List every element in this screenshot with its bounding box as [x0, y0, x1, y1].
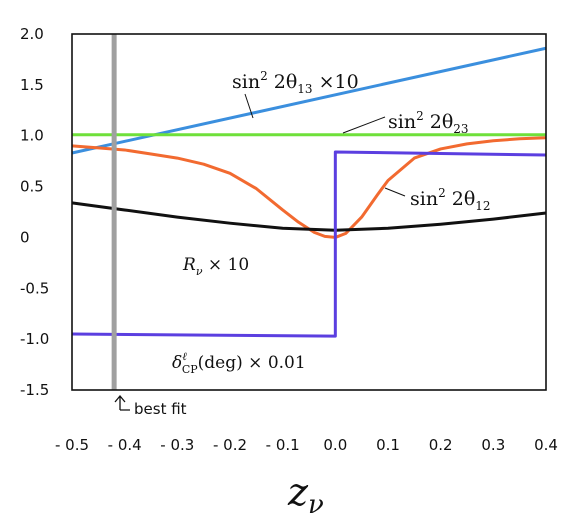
label-theta13: sin2 2θ13 ×10	[232, 69, 359, 119]
best-fit-annotation: best fit	[114, 394, 187, 418]
series-line-0	[71, 46, 547, 155]
series-layer	[71, 46, 547, 338]
series-line-4	[71, 150, 547, 338]
x-tick-label: 0.0	[323, 436, 347, 454]
series-line-2	[71, 136, 547, 239]
y-tick-label: 2.0	[20, 25, 44, 43]
label-r-nu: Rν × 10	[182, 255, 249, 278]
y-tick-labels: 2.0 1.5 1.0 0.5 0 -0.5 -1.0 -1.5	[20, 25, 49, 399]
plot-frame	[71, 33, 547, 391]
y-tick-label: -1.5	[20, 381, 49, 399]
series-line-3	[71, 201, 547, 232]
x-tick-label: - 0.3	[160, 436, 194, 454]
x-tick-label: 0.2	[429, 436, 453, 454]
x-tick-labels: - 0.5 - 0.4 - 0.3 - 0.2 - 0.1 0.0 0.1 0.2 0.3 0.4	[55, 436, 558, 454]
svg-text:sin2 2θ13 ×10: sin2 2θ13 ×10	[232, 69, 359, 96]
svg-text:sin2 2θ23: sin2 2θ23	[388, 109, 469, 136]
x-tick-label: 0.4	[534, 436, 558, 454]
y-tick-label: -1.0	[20, 330, 49, 348]
y-tick-label: 1.5	[20, 76, 44, 94]
best-fit-label: best fit	[134, 400, 187, 418]
x-tick-label: 0.1	[376, 436, 400, 454]
y-tick-label: 0.5	[20, 178, 44, 196]
label-theta12: sin2 2θ12	[384, 186, 491, 213]
label-theta23: sin2 2θ23	[342, 109, 469, 136]
x-tick-label: - 0.2	[213, 436, 247, 454]
svg-text:sin2 2θ12: sin2 2θ12	[410, 186, 491, 213]
y-tick-label: 1.0	[20, 127, 44, 145]
x-tick-label: 0.3	[481, 436, 505, 454]
x-tick-label: - 0.5	[55, 436, 89, 454]
label-delta-cp: δℓ CP(deg) × 0.01	[172, 350, 306, 376]
y-tick-label: 0	[20, 228, 30, 246]
y-tick-label: -0.5	[20, 279, 49, 297]
x-axis-label: zν	[287, 470, 324, 520]
x-tick-label: - 0.4	[108, 436, 142, 454]
x-tick-label: - 0.1	[266, 436, 300, 454]
